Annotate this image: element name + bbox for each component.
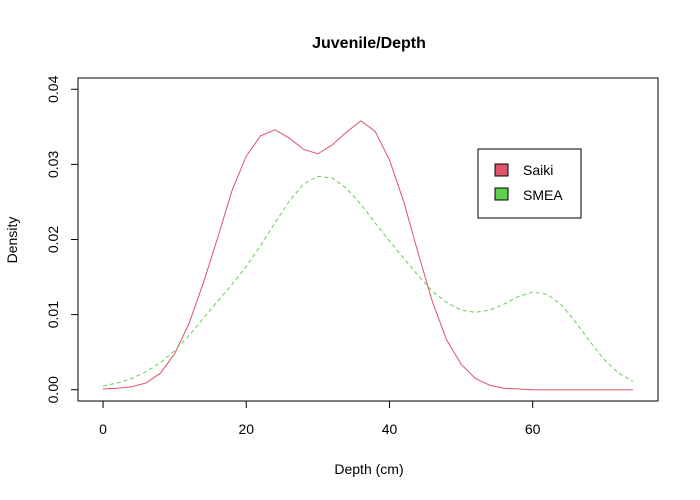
x-tick-label: 20 [238, 421, 254, 437]
x-tick-label: 40 [382, 421, 398, 437]
y-tick-label: 0.03 [45, 151, 61, 178]
legend-box [477, 148, 582, 219]
y-axis: 0.00 0.01 0.02 0.03 0.04 [45, 75, 79, 403]
y-tick-label: 0.02 [45, 226, 61, 253]
series-layer [102, 120, 634, 391]
x-axis-label: Depth (cm) [334, 461, 403, 477]
x-axis: 0 20 40 60 [99, 400, 541, 437]
series-line-saiki [103, 120, 633, 391]
legend: Saiki SMEA [477, 148, 582, 219]
series-line-smea [102, 175, 634, 387]
y-tick-label: 0.01 [45, 301, 61, 328]
y-axis-label: Density [4, 217, 20, 264]
y-tick-label: 0.04 [45, 75, 61, 102]
y-tick-label: 0.00 [45, 376, 61, 403]
legend-label-saiki: Saiki [523, 162, 553, 178]
x-tick-label: 60 [525, 421, 541, 437]
legend-swatch-smea [494, 187, 509, 201]
legend-label-smea: SMEA [523, 187, 563, 203]
x-tick-label: 0 [99, 421, 107, 437]
legend-swatch-saiki [494, 163, 509, 177]
chart-title: Juvenile/Depth [312, 35, 426, 52]
